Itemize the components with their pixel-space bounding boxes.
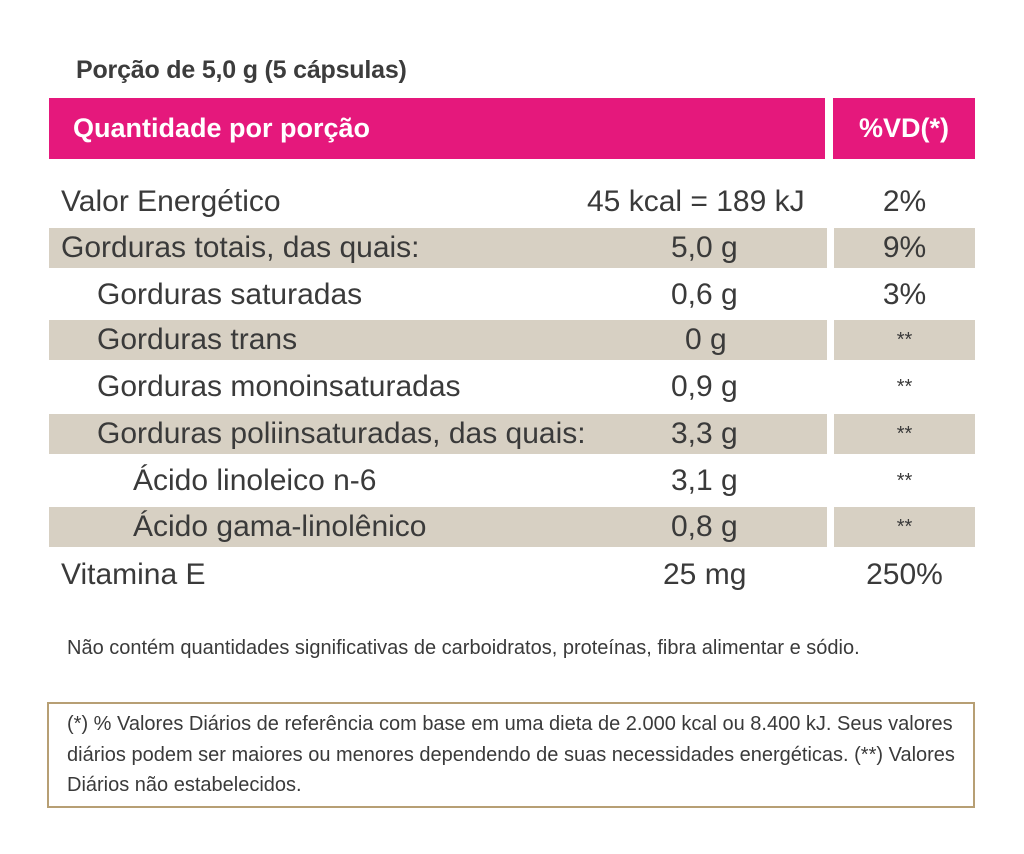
nutrient-row: Gorduras totais, das quais: 5,0 g 9% [49,228,975,268]
nutrient-name: Valor Energético [61,185,281,218]
not-significant-note: Não contém quantidades significativas de… [67,637,860,659]
nutrient-name: Gorduras trans [97,323,298,356]
nutrient-daily-value: 2% [882,185,927,218]
nutrient-name: Gorduras saturadas [97,278,363,311]
row-shading [834,414,975,454]
row-shading [49,414,827,454]
nutrient-row: Vitamina E 25 mg 250% [49,555,975,595]
nutrient-daily-value: ** [896,516,913,538]
nutrient-amount: 3,3 g [671,417,738,450]
nutrient-row: Gorduras poliinsaturadas, das quais: 3,3… [49,414,975,454]
nutrient-row: Gorduras saturadas 0,6 g 3% [49,275,975,315]
nutrient-row: Gorduras trans 0 g ** [49,320,975,360]
nutrient-row: Ácido gama-linolênico 0,8 g ** [49,507,975,547]
nutrient-daily-value: 250% [866,558,943,591]
nutrient-name: Ácido linoleico n-6 [133,464,377,497]
row-shading [834,228,975,268]
nutrient-amount: 5,0 g [671,231,738,264]
nutrient-amount: 0,6 g [671,278,738,311]
nutrient-name: Gorduras poliinsaturadas, das quais: [97,417,586,450]
row-shading [49,507,827,547]
nutrient-daily-value: ** [896,470,913,492]
header-daily-value: %VD(*) [833,98,975,159]
nutrient-amount: 45 kcal = 189 kJ [587,185,805,218]
nutrient-amount: 25 mg [663,558,747,591]
nutrient-amount: 0 g [685,323,727,356]
nutrient-amount: 3,1 g [671,464,738,497]
row-shading [49,228,827,268]
row-shading [834,320,975,360]
nutrient-daily-value: 9% [882,231,927,264]
nutrient-daily-value: ** [896,329,913,351]
nutrient-name: Ácido gama-linolênico [133,510,427,543]
nutrient-name: Vitamina E [61,558,206,591]
nutrient-name: Gorduras monoinsaturadas [97,370,461,403]
nutrient-row: Valor Energético 45 kcal = 189 kJ 2% [49,182,975,222]
nutrient-row: Ácido linoleico n-6 3,1 g ** [49,461,975,501]
nutrient-row: Gorduras monoinsaturadas 0,9 g ** [49,367,975,407]
nutrient-daily-value: ** [896,376,913,398]
serving-size: Porção de 5,0 g (5 cápsulas) [76,56,407,84]
nutrient-amount: 0,9 g [671,370,738,403]
row-shading [834,507,975,547]
nutrient-amount: 0,8 g [671,510,738,543]
nutrient-daily-value: ** [896,423,913,445]
nutrient-daily-value: 3% [882,278,927,311]
nutrient-name: Gorduras totais, das quais: [61,231,420,264]
header-quantity-per-serving: Quantidade por porção [49,98,825,159]
row-shading [49,320,827,360]
daily-value-footnote: (*) % Valores Diários de referência com … [47,702,975,808]
